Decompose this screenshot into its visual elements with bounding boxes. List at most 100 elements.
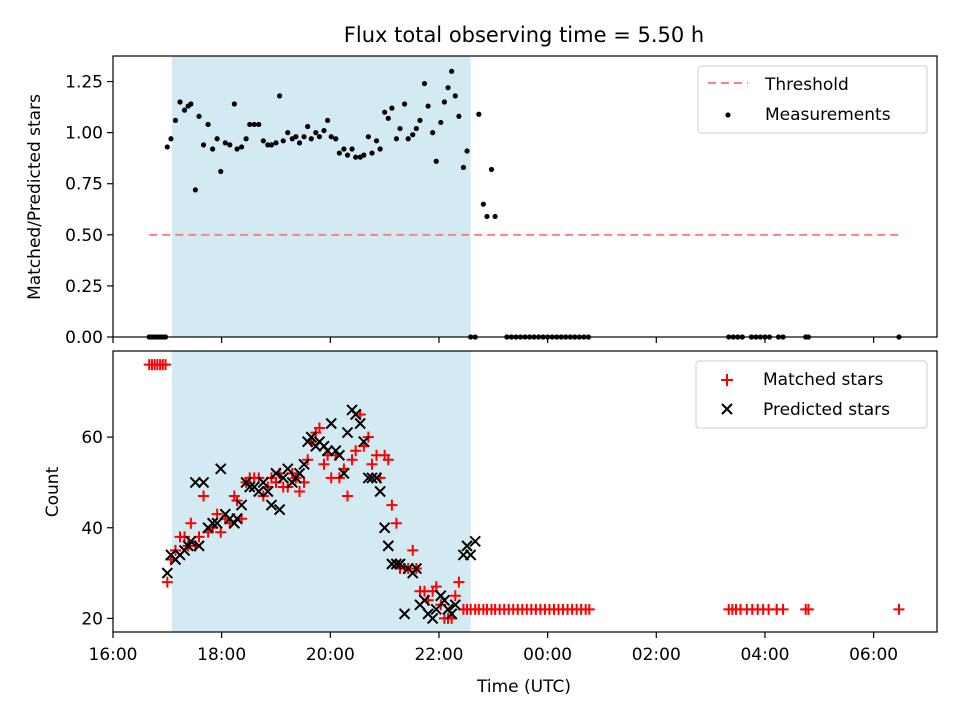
predicted-star-point xyxy=(366,472,378,484)
matched-star-point xyxy=(346,454,358,466)
measurement-point xyxy=(164,144,170,150)
x-tick-label: 06:00 xyxy=(849,645,898,665)
measurement-point xyxy=(393,136,400,142)
predicted-star-point xyxy=(464,549,477,561)
predicted-star-point xyxy=(398,608,411,620)
measurement-point xyxy=(321,127,327,134)
x-tick-label: 20:00 xyxy=(306,645,355,665)
matched-legend-label: Matched stars xyxy=(763,370,883,390)
matched-star-point xyxy=(179,531,191,543)
predicted-star-point xyxy=(469,535,481,548)
predicted-star-points xyxy=(161,404,481,625)
matched-star-point xyxy=(313,422,325,434)
measurement-point xyxy=(349,146,355,152)
matched-star-point xyxy=(802,603,814,615)
predicted-star-point xyxy=(270,467,282,480)
measurement-point xyxy=(313,130,319,136)
top-y-tick-label: 1.00 xyxy=(65,124,103,144)
measurement-point xyxy=(308,136,314,142)
predicted-star-point xyxy=(449,599,461,611)
measurement-point xyxy=(382,109,388,115)
measurement-point xyxy=(361,152,367,158)
threshold-legend-label: Threshold xyxy=(764,75,849,95)
measurement-point xyxy=(205,121,211,128)
chart-title: Flux total observing time = 5.50 h xyxy=(344,23,704,47)
predicted-star-point xyxy=(262,485,274,498)
measurement-point xyxy=(214,136,220,142)
measurement-point xyxy=(425,103,431,109)
matched-star-point xyxy=(342,490,354,502)
bottom-y-axis-label: Count xyxy=(43,466,63,517)
measurement-point xyxy=(280,138,286,144)
x-axis-label: Time (UTC) xyxy=(476,677,571,697)
predicted-star-point xyxy=(265,499,278,511)
predicted-star-point xyxy=(370,472,383,484)
predicted-star-point xyxy=(418,594,431,606)
measurement-points xyxy=(146,68,902,340)
bottom-plot-frame xyxy=(112,350,938,633)
measurement-point xyxy=(200,142,207,148)
predicted-star-point xyxy=(390,558,403,570)
bottom-y-tick-label: 20 xyxy=(81,609,103,629)
top-shaded-region xyxy=(171,56,471,337)
measurement-point xyxy=(181,107,188,113)
predicted-star-point xyxy=(445,608,458,620)
predicted-star-point xyxy=(277,472,289,484)
predicted-star-point xyxy=(253,485,265,498)
measurement-point xyxy=(464,148,470,154)
predicted-star-point xyxy=(354,417,366,430)
top-panel: 0.00 0.25 0.50 0.75 1.00 1.25 Matched/Predict… xyxy=(25,55,938,348)
top-y-axis: 0.00 0.25 0.50 0.75 1.00 1.25 xyxy=(65,73,113,348)
matched-star-point xyxy=(294,486,306,497)
top-y-tick-label: 0.25 xyxy=(65,277,103,297)
measurement-point xyxy=(192,187,198,193)
predicted-star-point xyxy=(321,445,334,457)
measurements-legend-marker xyxy=(725,112,731,118)
top-y-tick-label: 1.25 xyxy=(65,73,103,93)
measurement-point xyxy=(168,136,174,142)
measurement-point xyxy=(328,134,334,140)
measurement-point xyxy=(353,154,359,160)
predicted-star-point xyxy=(231,512,243,525)
predicted-star-point xyxy=(410,562,423,575)
measurement-point xyxy=(410,132,416,138)
predicted-star-point xyxy=(349,408,362,421)
predicted-star-point xyxy=(206,517,219,529)
x-tick-label: 22:00 xyxy=(414,645,463,665)
measurement-point xyxy=(325,117,331,123)
measurement-point xyxy=(389,105,395,111)
measurement-point xyxy=(445,85,451,91)
bottom-x-axis: 16:00 18:00 20:00 22:00 00:00 02:00 04:00 06:00 xyxy=(89,632,898,665)
measurement-point xyxy=(365,134,371,140)
matched-star-point xyxy=(407,544,419,556)
matched-legend-marker xyxy=(721,374,733,386)
x-tick-label: 16:00 xyxy=(89,645,138,665)
bottom-legend: Matched stars Predicted stars xyxy=(695,360,928,429)
predicted-star-point xyxy=(333,449,346,461)
matched-star-point xyxy=(390,517,402,529)
matched-star-point xyxy=(318,458,330,470)
predicted-star-point xyxy=(374,485,386,498)
measurement-point xyxy=(265,142,271,148)
bottom-legend-box xyxy=(695,360,928,429)
measurement-point xyxy=(452,93,458,99)
predicted-star-point xyxy=(362,472,375,484)
measurement-point xyxy=(405,136,411,142)
matched-star-point xyxy=(382,454,394,466)
x-tick-label: 18:00 xyxy=(197,645,246,665)
matched-star-point xyxy=(215,526,227,538)
predicted-star-point xyxy=(430,603,442,616)
measurement-point xyxy=(268,142,275,148)
measurement-point xyxy=(238,144,245,150)
top-y-tick-label: 0.75 xyxy=(65,175,103,195)
measurement-point xyxy=(247,121,253,128)
top-x-tick-marks xyxy=(112,337,875,343)
predicted-legend-marker xyxy=(721,403,733,415)
measurement-point xyxy=(385,115,391,121)
measurement-point xyxy=(492,213,498,220)
measurement-point xyxy=(433,158,439,164)
measurement-point xyxy=(243,136,249,142)
matched-star-point xyxy=(386,499,398,511)
measurement-point xyxy=(222,140,228,146)
